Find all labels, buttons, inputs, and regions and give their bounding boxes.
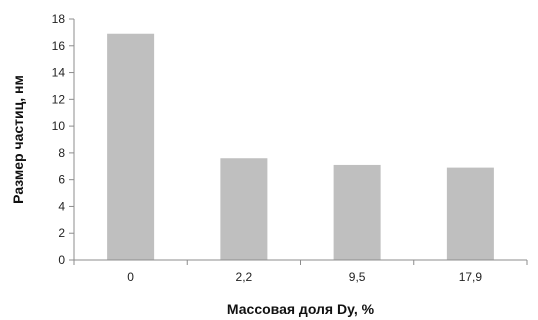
y-tick-label: 2 (58, 226, 65, 240)
x-tick-label: 17,9 (459, 270, 483, 284)
bar-1 (107, 33, 155, 260)
y-tick-label: 12 (52, 92, 66, 106)
x-axis-ticks: 0 2,2 9,5 17,9 (73, 260, 528, 284)
x-tick-label: 2,2 (236, 270, 253, 284)
y-tick-label: 8 (58, 146, 65, 160)
y-tick-label: 6 (58, 173, 65, 187)
bar-3 (333, 164, 381, 260)
y-tick-label: 0 (58, 253, 65, 267)
y-tick-label: 4 (58, 199, 65, 213)
y-tick-label: 10 (52, 119, 66, 133)
y-tick-label: 16 (52, 39, 66, 53)
y-tick-label: 14 (52, 66, 66, 80)
x-tick-label: 9,5 (349, 270, 366, 284)
x-axis-title: Массовая доля Dy, % (227, 301, 375, 317)
y-tick-label: 18 (52, 12, 66, 26)
bars-group (107, 33, 494, 260)
x-tick-label: 0 (127, 270, 134, 284)
y-axis-title: Размер частиц, нм (10, 75, 26, 204)
bar-2 (220, 158, 268, 260)
y-axis-ticks: 0 2 4 6 8 10 12 14 16 18 (52, 12, 74, 267)
bar-4 (446, 167, 494, 260)
